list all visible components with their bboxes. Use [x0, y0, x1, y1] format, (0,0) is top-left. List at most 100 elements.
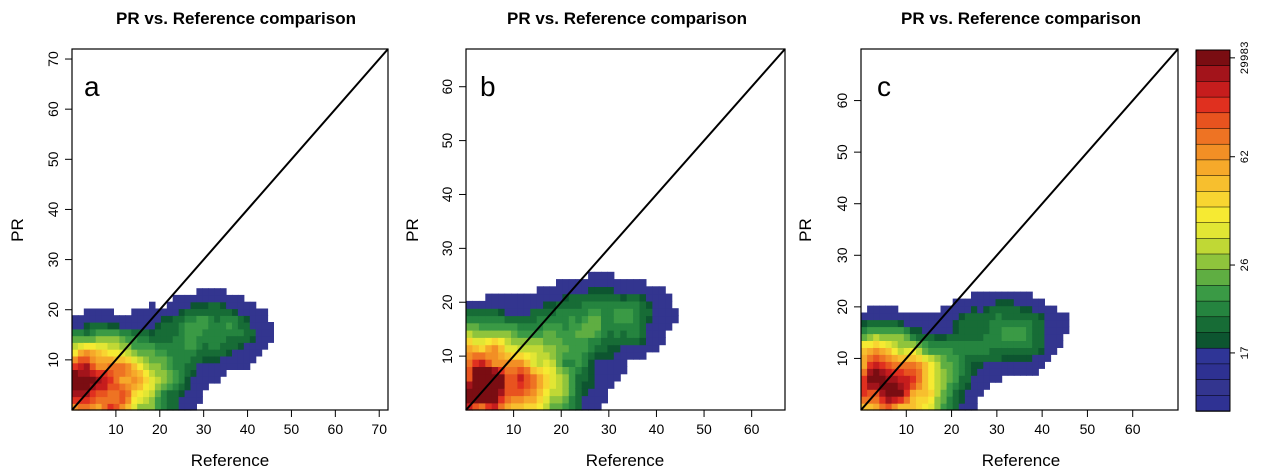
heatmap-cell: [581, 286, 589, 295]
heatmap-cell: [172, 355, 180, 364]
heatmap-cell: [652, 293, 660, 302]
heatmap-cell: [172, 376, 180, 384]
heatmap-cell: [909, 326, 917, 335]
heatmap-cell: [581, 373, 589, 382]
heatmap-cell: [491, 308, 499, 317]
heatmap-cell: [472, 373, 480, 382]
heatmap-cell: [491, 395, 499, 404]
heatmap-cell: [613, 322, 621, 331]
heatmap-cell: [983, 375, 990, 383]
heatmap-cell: [1032, 340, 1039, 348]
heatmap-cell: [885, 326, 893, 335]
colorbar-frame: [1195, 49, 1231, 412]
plot-frame: [860, 48, 1179, 411]
colorbar-cell: [1195, 49, 1231, 67]
heatmap-cell: [190, 369, 197, 377]
heatmap-cell: [879, 396, 886, 404]
heatmap-cell: [1032, 368, 1039, 376]
y-axis-ticks: 10 20 30 40 50 60 70: [45, 51, 72, 368]
heatmap-cell: [646, 344, 653, 353]
heatmap-cell: [543, 373, 551, 382]
heatmap-cell: [601, 380, 608, 389]
heatmap-cell: [543, 293, 551, 302]
heatmap-cell: [885, 368, 893, 376]
heatmap-cell: [658, 286, 666, 295]
heatmap-cell: [166, 322, 174, 330]
heatmap-cell: [977, 354, 984, 362]
heatmap-cell: [897, 403, 905, 411]
heatmap-cell: [1007, 298, 1015, 307]
heatmap-cell: [530, 373, 538, 382]
heatmap-cell: [867, 354, 874, 362]
heatmap-cell: [107, 403, 114, 411]
heatmap-cell: [504, 315, 512, 324]
heatmap-cell: [671, 308, 679, 317]
heatmap-cell: [190, 382, 197, 391]
heatmap-cell: [891, 333, 899, 341]
chart-title: PR vs. Reference comparison: [116, 9, 356, 28]
heatmap-cell: [202, 342, 209, 350]
heatmap-cell: [940, 389, 948, 397]
heatmap-cell: [83, 315, 91, 323]
heatmap-cell: [125, 389, 132, 398]
heatmap-cell: [916, 382, 923, 390]
heatmap-cell: [934, 326, 942, 335]
heatmap-cell: [873, 368, 880, 376]
heatmap-cell: [613, 293, 621, 302]
heatmap-cell: [989, 312, 997, 321]
heatmap-cell: [1013, 333, 1021, 341]
heatmap-cell: [249, 308, 257, 316]
heatmap-cell: [665, 308, 673, 317]
heatmap-cell: [549, 395, 557, 404]
heatmap-cell: [261, 308, 269, 316]
panel-b: PR vs. Reference comparison b 10 20 30 40 50…: [403, 9, 786, 470]
heatmap-cell: [568, 366, 576, 375]
colorbar-cell: [1195, 128, 1231, 145]
heatmap-cell: [466, 308, 473, 317]
heatmap-cell: [1020, 305, 1027, 314]
heatmap-cell: [922, 347, 929, 355]
heatmap-cell: [166, 315, 174, 323]
heatmap-cell: [952, 368, 960, 376]
colorbar-cell: [1195, 65, 1231, 83]
heatmap-cell: [952, 389, 960, 397]
heatmap-cell: [154, 376, 162, 384]
heatmap-cell: [113, 315, 120, 323]
heatmap-cell: [220, 294, 227, 303]
heatmap-cell: [983, 354, 990, 362]
heatmap-cell: [575, 286, 583, 295]
y-axis-label: PR: [8, 218, 27, 242]
heatmap-cell: [214, 376, 221, 384]
heatmap-cell: [620, 322, 628, 331]
heatmap-cell: [639, 293, 647, 302]
heatmap-cell: [184, 369, 192, 377]
x-tick-label: 50: [284, 421, 300, 437]
heatmap-cell: [208, 342, 215, 350]
heatmap-cell: [517, 359, 525, 367]
heatmap-cell: [989, 347, 997, 355]
panel-c: PR vs. Reference comparison c 10 20 30 40 50…: [796, 9, 1179, 470]
heatmap-cell: [588, 366, 596, 375]
heatmap-cell: [72, 396, 79, 404]
heatmap-cell: [556, 330, 563, 338]
heatmap-cell: [620, 279, 628, 287]
x-tick-label: 40: [240, 421, 256, 437]
heatmap-cell: [581, 330, 589, 338]
heatmap-cell: [575, 351, 583, 360]
heatmap-cell: [885, 354, 893, 362]
heatmap-cell: [261, 328, 269, 337]
heatmap-cell: [928, 354, 935, 362]
heatmap-cell: [873, 326, 880, 335]
heatmap-cell: [601, 279, 608, 287]
heatmap-cell: [958, 312, 966, 321]
heatmap-cell: [556, 359, 563, 367]
heatmap-cell: [536, 286, 544, 295]
heatmap-cell: [658, 315, 666, 324]
heatmap-cell: [184, 376, 192, 384]
heatmap-cell: [946, 361, 954, 369]
heatmap-cell: [243, 328, 251, 337]
x-tick-label: 60: [1125, 421, 1141, 437]
heatmap-cell: [536, 380, 544, 389]
heatmap-cell: [867, 312, 874, 321]
heatmap-cell: [178, 301, 186, 310]
